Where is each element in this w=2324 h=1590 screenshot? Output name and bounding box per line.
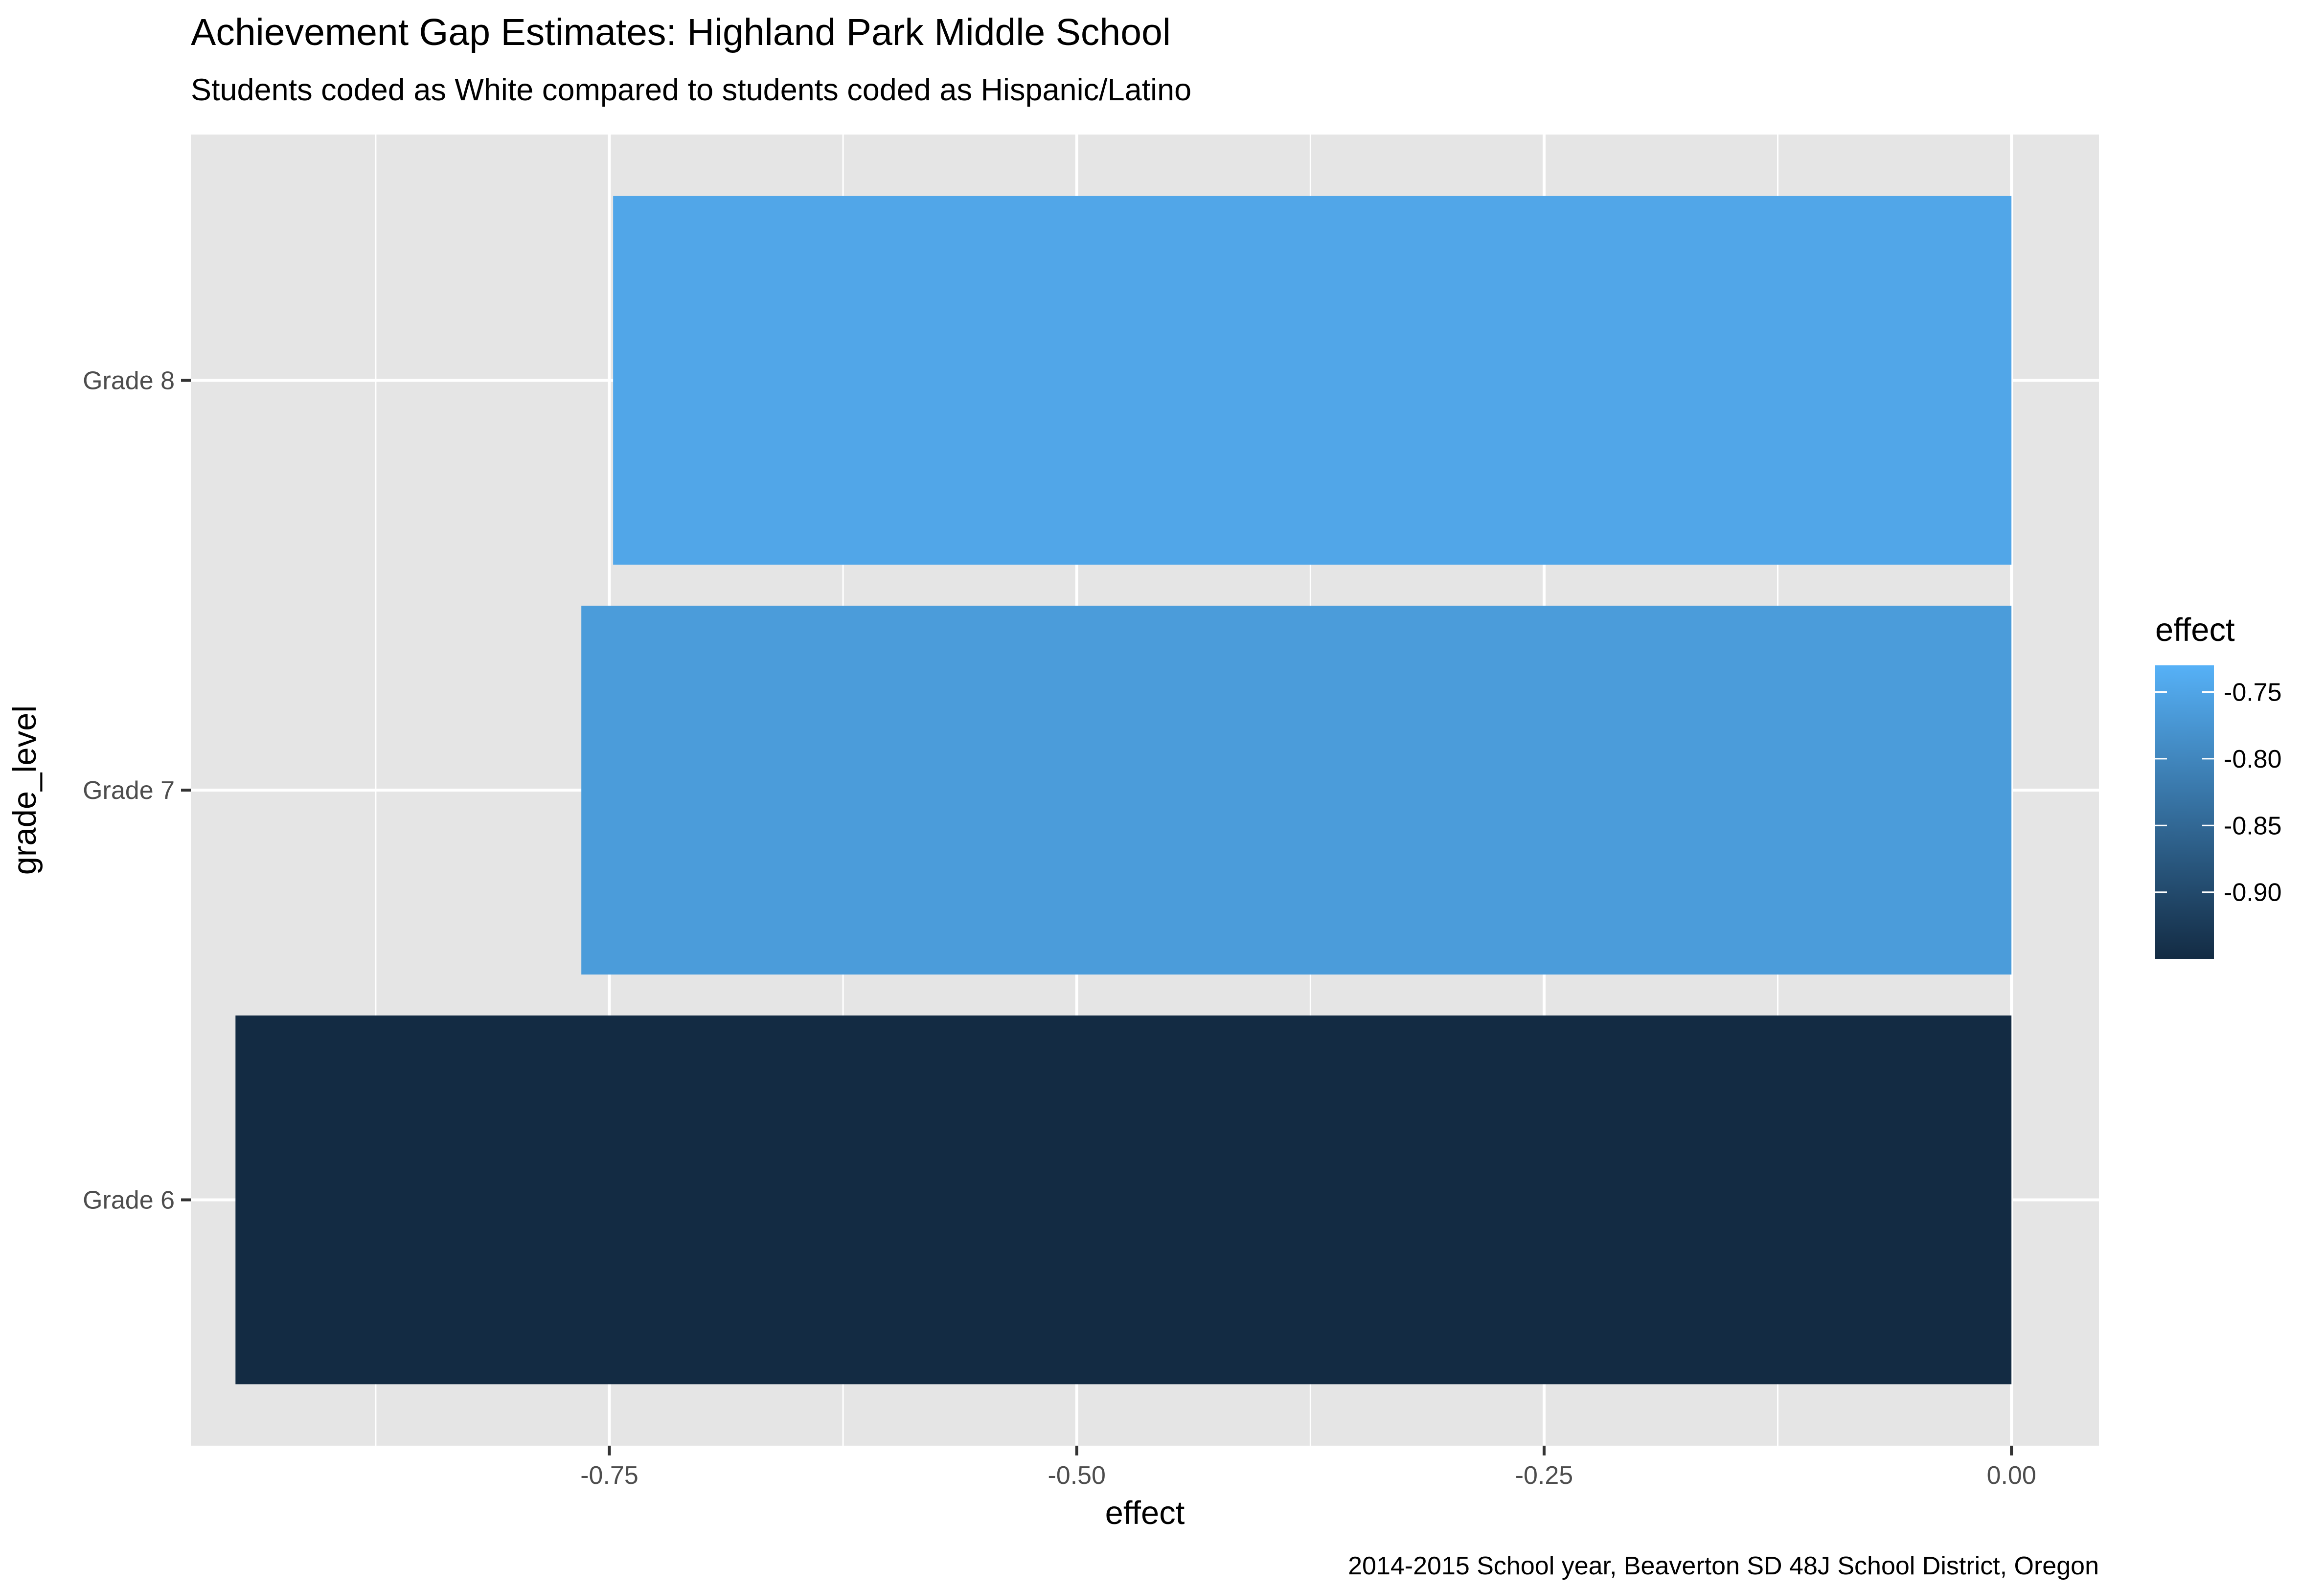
y-tick-label: Grade 7 [83,776,175,805]
x-tick-label: -0.50 [1048,1461,1106,1490]
legend-title: effect [2155,612,2235,648]
chart-caption: 2014-2015 School year, Beaverton SD 48J … [1348,1552,2099,1580]
x-tick-label: 0.00 [1987,1461,2036,1490]
y-axis-title: grade_level [6,705,43,875]
color-legend: effect -0.75 -0.80 -0.85 -0.90 [2155,612,2282,959]
legend-ticks: -0.75 -0.80 -0.85 -0.90 [2155,679,2282,907]
x-axis: -0.75 -0.50 -0.25 0.00 [580,1446,2036,1490]
legend-tick-label: -0.90 [2224,879,2282,907]
y-axis: Grade 6 Grade 7 Grade 8 [83,367,191,1215]
chart-title: Achievement Gap Estimates: Highland Park… [191,11,1171,53]
x-tick-label: -0.25 [1515,1461,1573,1490]
legend-tick-label: -0.80 [2224,745,2282,773]
legend-tick-label: -0.75 [2224,679,2282,707]
x-axis-title: effect [1105,1495,1185,1531]
bar-grade-6 [235,1015,2012,1385]
y-tick-label: Grade 6 [83,1186,175,1215]
legend-colorbar [2155,665,2214,959]
legend-tick-label: -0.85 [2224,812,2282,840]
bars [235,196,2012,1385]
chart-subtitle: Students coded as White compared to stud… [191,73,1191,107]
y-tick-label: Grade 8 [83,367,175,395]
x-tick-label: -0.75 [580,1461,638,1490]
bar-grade-7 [581,606,2012,975]
bar-grade-8 [613,196,2012,565]
